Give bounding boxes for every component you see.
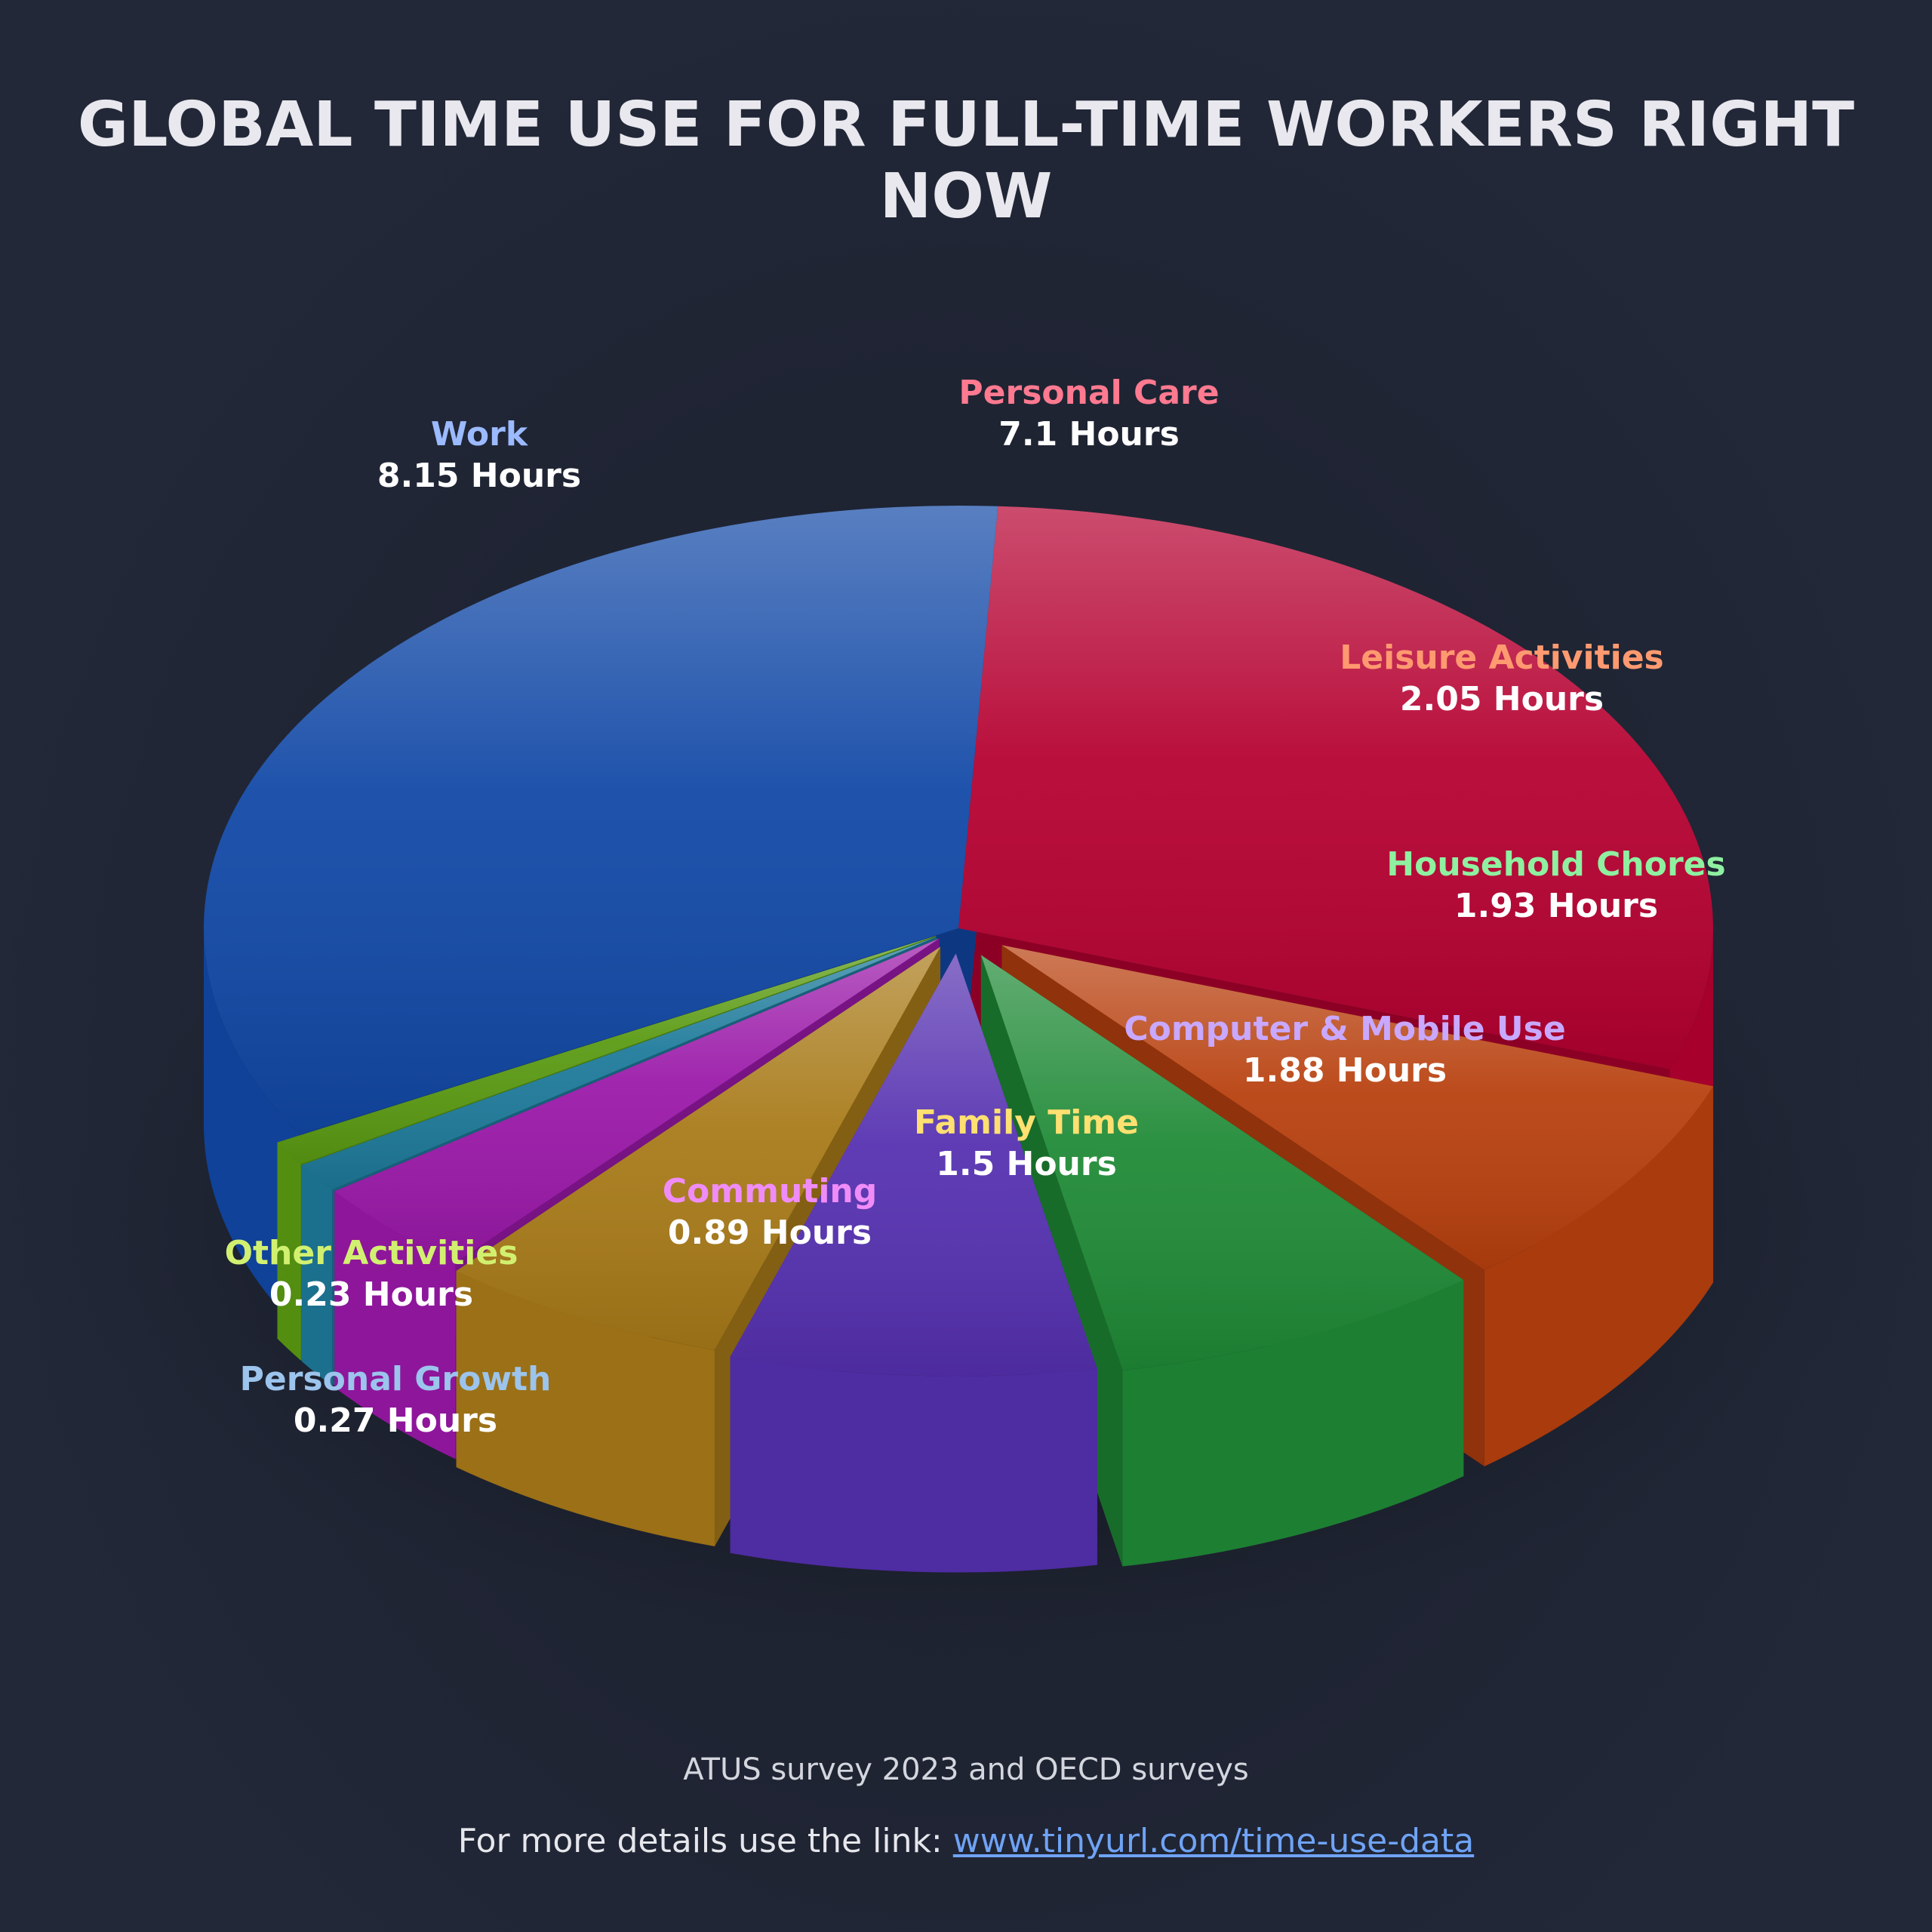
slice-side-other-activities-0 (277, 1142, 301, 1361)
slice-label-other-activities: Other Activities (225, 1234, 518, 1272)
slice-value-work: 8.15 Hours (377, 457, 581, 495)
slice-gloss-work (204, 506, 998, 1135)
slice-gloss-leisure-activities (1001, 945, 1714, 1270)
slice-value-commuting: 0.89 Hours (668, 1214, 872, 1252)
details-prefix: For more details use the link: (457, 1822, 953, 1860)
slice-side-leisure-activities-0 (1484, 1086, 1714, 1466)
slice-gloss-computer-and-mobile-use (730, 953, 1097, 1377)
slice-label-leisure-activities: Leisure Activities (1340, 638, 1664, 677)
slice-label-computer-and-mobile-use: Computer & Mobile Use (1124, 1010, 1565, 1048)
slice-gloss-other-activities (277, 936, 936, 1164)
slice-value-household-chores: 1.93 Hours (1454, 887, 1658, 925)
slice-side-personal-growth-0 (301, 1164, 332, 1386)
details-line: For more details use the link: www.tinyu… (0, 1822, 1932, 1860)
slice-value-computer-and-mobile-use: 1.88 Hours (1243, 1051, 1447, 1090)
slice-side-computer-and-mobile-use-0 (730, 1356, 1097, 1573)
slice-side-family-time-0 (456, 1271, 715, 1546)
slice-gloss-personal-growth (301, 937, 937, 1190)
slice-gloss-household-chores (980, 955, 1464, 1371)
slice-side-household-chores-0 (1122, 1279, 1464, 1567)
slice-value-other-activities: 0.23 Hours (269, 1275, 473, 1314)
chart-title: GLOBAL TIME USE FOR FULL-TIME WORKERS RI… (77, 89, 1855, 232)
pie-tops (204, 506, 1714, 1377)
source-note: ATUS survey 2023 and OECD surveys (683, 1752, 1249, 1787)
slice-value-personal-care: 7.1 Hours (998, 415, 1180, 454)
slice-value-personal-growth: 0.27 Hours (294, 1401, 497, 1440)
details-link[interactable]: www.tinyurl.com/time-use-data (952, 1822, 1475, 1860)
slice-label-commuting: Commuting (663, 1172, 877, 1211)
slice-value-leisure-activities: 2.05 Hours (1400, 680, 1604, 718)
slice-label-household-chores: Household Chores (1386, 845, 1725, 884)
slice-label-personal-growth: Personal Growth (240, 1360, 552, 1398)
slice-label-work: Work (431, 415, 529, 454)
slice-side-commuting-0 (334, 1191, 456, 1460)
slice-label-family-time: Family Time (914, 1103, 1139, 1142)
slice-value-family-time: 1.5 Hours (936, 1145, 1117, 1183)
slice-side-work-0 (204, 928, 300, 1331)
slice-gloss-family-time (456, 946, 941, 1350)
slice-gloss-commuting (334, 938, 940, 1263)
slice-label-personal-care: Personal Care (958, 374, 1219, 412)
slice-gloss-personal-care (958, 506, 1714, 1069)
